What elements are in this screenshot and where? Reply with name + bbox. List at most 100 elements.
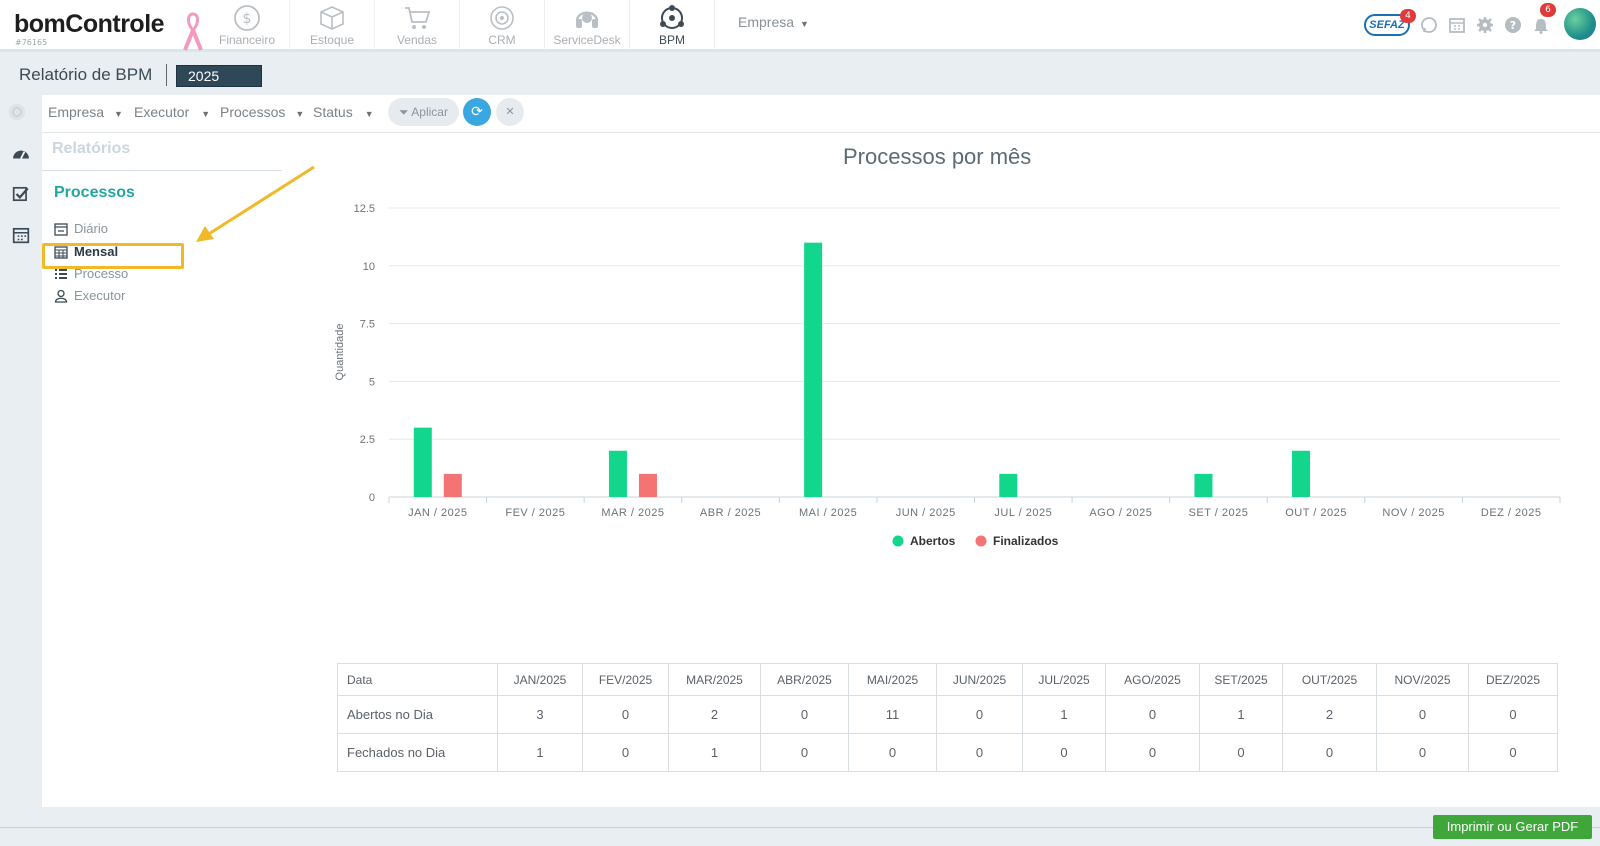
module-nav: $ Financeiro Estoque Vendas CRM ServiceD… xyxy=(205,0,715,50)
y-tick-label: 0 xyxy=(369,492,375,504)
legend-marker xyxy=(892,535,904,547)
table-header-cell: MAI/2025 xyxy=(848,663,937,696)
top-bar: bomControle #76165 $ Financeiro Estoque … xyxy=(0,0,1600,52)
caret-down-icon: ▼ xyxy=(295,109,305,119)
calendar-rail-icon[interactable] xyxy=(12,226,30,244)
table-cell: 0 xyxy=(1376,695,1469,734)
filter-bar: Empresa ▼ Executor ▼ Processos ▼ Status ▼ ⏷ … xyxy=(42,95,1600,133)
filter-icon: ⏷ xyxy=(399,105,409,119)
bar-abertos xyxy=(804,242,823,497)
checkbox-icon[interactable] xyxy=(12,185,30,203)
y-axis-label: Quantidade xyxy=(334,324,346,381)
notifications-badge: 6 xyxy=(1540,3,1556,17)
table-header-cell: JUN/2025 xyxy=(936,663,1023,696)
x-tick-label: FEV / 2025 xyxy=(505,507,565,519)
filter-empresa-label: Empresa xyxy=(48,104,105,120)
bar-abertos xyxy=(1292,450,1311,497)
print-pdf-button[interactable]: Imprimir ou Gerar PDF xyxy=(1433,815,1592,839)
table-cell: 2 xyxy=(668,695,761,734)
table-cell: 0 xyxy=(582,695,669,734)
clear-button[interactable]: ✕ xyxy=(496,98,524,126)
x-tick-label: JUL / 2025 xyxy=(994,507,1052,519)
legend-label: Finalizados xyxy=(993,534,1059,548)
list-icon xyxy=(55,268,67,279)
x-tick-label: JUN / 2025 xyxy=(896,507,956,519)
table-header-cell: DEZ/2025 xyxy=(1468,663,1558,696)
apply-button[interactable]: ⏷ Aplicar xyxy=(388,98,459,126)
module-label: Vendas xyxy=(396,33,438,47)
table-cell: 0 xyxy=(1282,733,1377,772)
empresa-selector[interactable]: Empresa ▼ xyxy=(738,14,809,30)
table-cell: 0 xyxy=(760,695,849,734)
menu-item-mensal[interactable]: Mensal xyxy=(54,244,118,259)
year-input[interactable]: 2025 xyxy=(176,65,262,87)
x-tick-label: NOV / 2025 xyxy=(1382,507,1444,519)
x-tick-label: JAN / 2025 xyxy=(408,507,467,519)
app-logo[interactable]: bomControle xyxy=(14,10,165,38)
sefaz-badge: 4 xyxy=(1400,9,1416,23)
table-cell: 1 xyxy=(668,733,761,772)
module-crm[interactable]: CRM xyxy=(460,0,545,50)
bar-abertos xyxy=(1194,473,1213,497)
table-cell: 0 xyxy=(848,733,937,772)
footer-divider xyxy=(42,827,1600,828)
dashboard-icon[interactable] xyxy=(12,145,30,163)
rail-divider xyxy=(0,827,42,828)
table-cell: 0 xyxy=(1468,695,1558,734)
table-row-label: Fechados no Dia xyxy=(337,733,498,772)
module-vendas[interactable]: Vendas xyxy=(375,0,460,50)
table-cell: 1 xyxy=(1022,695,1106,734)
close-icon: ✕ xyxy=(505,105,515,118)
processos-heading: Processos xyxy=(54,184,135,201)
help-icon[interactable]: ? xyxy=(1504,16,1522,34)
annotation-arrow-icon xyxy=(196,165,315,242)
sefaz-button[interactable]: SEFAZ xyxy=(1364,14,1410,36)
module-bpm[interactable]: BPM xyxy=(630,0,715,50)
whatsapp-icon[interactable] xyxy=(1420,16,1438,34)
relatorios-heading[interactable]: Relatórios xyxy=(52,140,131,157)
module-servicedesk[interactable]: ServiceDesk xyxy=(545,0,630,50)
page-title: Relatório de BPM xyxy=(19,65,153,84)
gear-icon[interactable] xyxy=(1476,16,1494,34)
calendar-icon[interactable] xyxy=(1448,16,1466,34)
table-header-cell: FEV/2025 xyxy=(582,663,669,696)
table-row: Fechados no Dia 1 0 1 0 0 0 0 0 0 0 0 0 xyxy=(337,733,1558,772)
bell-icon[interactable] xyxy=(1532,16,1550,34)
module-label: CRM xyxy=(488,33,516,47)
menu-item-executor[interactable]: Executor xyxy=(54,288,125,303)
headset-icon xyxy=(575,11,599,28)
pink-ribbon-icon xyxy=(183,12,203,51)
table-cell: 0 xyxy=(936,733,1023,772)
filter-processos[interactable]: Processos ▼ xyxy=(220,104,304,120)
avatar[interactable] xyxy=(1564,8,1596,40)
table-cell: 0 xyxy=(1105,695,1200,734)
account-id: #76165 xyxy=(15,38,48,47)
highlight-box xyxy=(42,243,184,269)
module-estoque[interactable]: Estoque xyxy=(290,0,375,50)
module-label: Financeiro xyxy=(218,33,276,47)
table-header-cell: SET/2025 xyxy=(1199,663,1283,696)
caret-down-icon: ▼ xyxy=(800,19,809,29)
filter-executor[interactable]: Executor ▼ xyxy=(134,104,210,120)
empresa-selector-label: Empresa xyxy=(738,14,795,30)
menu-item-diario[interactable]: Diário xyxy=(54,221,108,236)
table-cell: 1 xyxy=(497,733,583,772)
bar-abertos xyxy=(413,427,432,497)
bar-abertos xyxy=(608,450,627,497)
filter-status[interactable]: Status ▼ xyxy=(313,104,374,120)
table-header-cell: NOV/2025 xyxy=(1376,663,1469,696)
module-label: Estoque xyxy=(309,33,355,47)
user-icon xyxy=(54,289,68,303)
table-header-cell: Data xyxy=(337,663,498,696)
module-label: ServiceDesk xyxy=(553,33,621,47)
table-cell: 0 xyxy=(1105,733,1200,772)
module-financeiro[interactable]: $ Financeiro xyxy=(205,0,290,50)
table-cell: 0 xyxy=(1376,733,1469,772)
filter-empresa[interactable]: Empresa ▼ xyxy=(48,104,123,120)
refresh-button[interactable]: ⟳ xyxy=(463,98,491,126)
menu-item-processo[interactable]: Processo xyxy=(54,266,128,281)
x-tick-label: MAI / 2025 xyxy=(799,507,857,519)
bar-abertos xyxy=(999,473,1018,497)
collapse-icon[interactable] xyxy=(8,103,26,121)
bpm-network-icon xyxy=(660,5,684,29)
